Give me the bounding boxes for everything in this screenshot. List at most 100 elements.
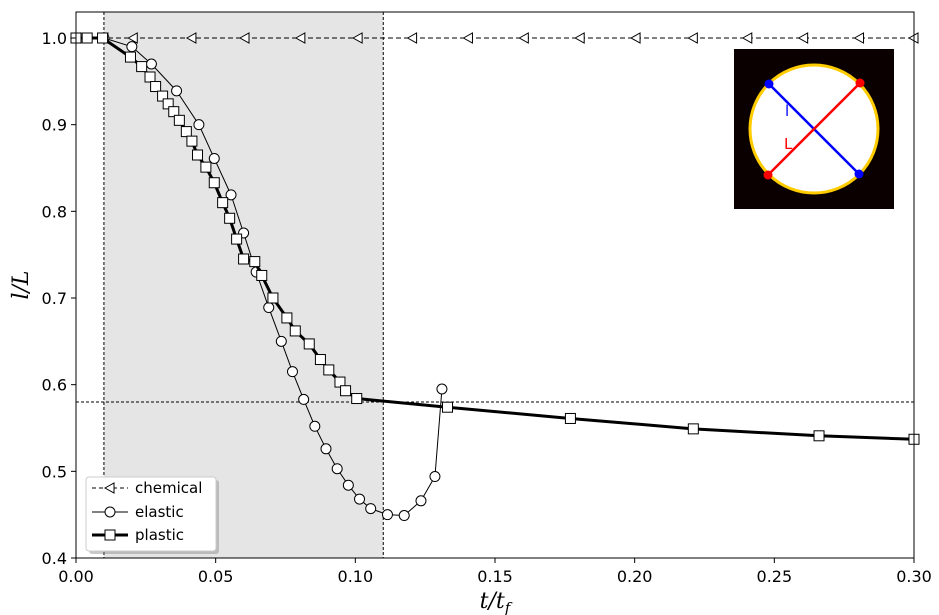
legend-label-chemical: chemical	[135, 479, 202, 497]
inset-label-L: L	[784, 135, 793, 153]
point-chemical-5	[294, 32, 306, 44]
point-plastic-11	[180, 126, 192, 138]
point-elastic-21	[398, 510, 410, 522]
y-tick-label: 0.8	[42, 202, 67, 221]
point-elastic-3	[145, 58, 157, 70]
point-elastic-4	[171, 85, 183, 97]
point-chemical-14	[797, 32, 809, 44]
point-plastic-19	[238, 253, 250, 265]
point-plastic-17	[224, 212, 236, 224]
point-elastic-13	[298, 393, 310, 405]
point-elastic-18	[354, 493, 366, 505]
reference-lines	[76, 12, 914, 558]
inset-long-axis	[767, 82, 861, 176]
series-layer	[69, 32, 920, 522]
point-plastic-9	[168, 106, 180, 118]
point-elastic-7	[225, 189, 237, 201]
point-chemical-9	[518, 32, 529, 44]
y-tick-label: 0.5	[42, 462, 67, 481]
point-plastic-4	[136, 61, 148, 73]
point-plastic-34	[813, 430, 825, 442]
point-chemical-7	[406, 32, 418, 44]
point-plastic-15	[208, 177, 220, 189]
point-plastic-33	[687, 423, 699, 435]
x-axis-ticks: 0.00 0.05 0.10 0.15 0.20 0.25 0.30	[58, 558, 932, 586]
point-elastic-17	[342, 479, 354, 491]
legend-box	[85, 476, 217, 552]
point-chemical-12	[687, 32, 698, 44]
point-elastic-24	[436, 383, 448, 395]
inset-red-dot-bottom	[763, 170, 773, 180]
point-elastic-19	[365, 503, 377, 515]
y-axis-label: l/L	[9, 270, 34, 299]
inset-image: l L	[734, 49, 894, 209]
point-plastic-2	[97, 32, 109, 44]
legend-marker-circle	[104, 506, 116, 518]
point-plastic-5	[144, 71, 156, 83]
point-chemical-8	[462, 32, 473, 44]
point-elastic-12	[286, 366, 298, 378]
point-plastic-26	[314, 354, 326, 366]
point-plastic-1	[81, 32, 93, 44]
inset-blue-dot-top	[764, 79, 774, 89]
point-plastic-8	[162, 98, 174, 110]
point-chemical-10	[574, 32, 585, 44]
x-tick-label: 0.00	[58, 567, 94, 586]
point-elastic-10	[263, 302, 275, 314]
legend-item-plastic: plastic	[92, 526, 184, 544]
point-plastic-25	[303, 338, 315, 350]
point-chemical-15	[853, 32, 865, 44]
point-chemical-3	[185, 32, 197, 44]
x-tick-label: 0.10	[338, 567, 374, 586]
point-chemical-4	[238, 32, 250, 44]
point-plastic-12	[186, 135, 198, 147]
y-tick-label: 0.7	[42, 289, 67, 308]
point-elastic-16	[331, 463, 343, 475]
point-elastic-20	[381, 509, 393, 521]
y-tick-label: 0.9	[42, 116, 67, 135]
point-plastic-32	[564, 412, 576, 424]
point-plastic-6	[150, 81, 162, 93]
point-plastic-20	[249, 256, 261, 268]
point-elastic-22	[415, 495, 427, 507]
point-plastic-24	[289, 325, 301, 337]
point-plastic-23	[281, 312, 293, 324]
point-chemical-13	[741, 32, 753, 44]
point-elastic-23	[429, 471, 441, 483]
point-plastic-21	[256, 269, 268, 281]
legend-label-plastic: plastic	[135, 526, 184, 544]
point-plastic-7	[157, 90, 169, 102]
series-chemical	[69, 32, 919, 44]
legend-marker-triangle	[103, 482, 115, 494]
point-plastic-18	[231, 233, 243, 245]
point-plastic-10	[173, 114, 185, 126]
shaded-region	[103, 12, 384, 558]
point-plastic-16	[217, 197, 229, 209]
y-tick-label: 1.0	[42, 29, 67, 48]
point-chemical-11	[630, 32, 641, 44]
point-elastic-2	[126, 41, 138, 53]
x-tick-label: 0.30	[896, 567, 932, 586]
legend-item-chemical: chemical	[92, 479, 202, 497]
point-plastic-27	[323, 364, 335, 376]
point-plastic-22	[267, 292, 279, 304]
point-plastic-29	[340, 385, 352, 397]
point-elastic-11	[275, 335, 287, 347]
legend-label-elastic: elastic	[135, 503, 184, 521]
inset-blue-dot-bottom	[854, 169, 864, 179]
x-tick-label: 0.15	[477, 567, 513, 586]
point-plastic-30	[351, 393, 363, 405]
point-elastic-6	[208, 152, 220, 164]
inset-red-dot-top	[855, 78, 865, 88]
point-elastic-5	[193, 119, 205, 131]
point-plastic-31	[442, 401, 454, 413]
point-plastic-3	[124, 51, 136, 63]
x-tick-label: 0.25	[757, 567, 793, 586]
legend-item-elastic: elastic	[92, 503, 184, 521]
x-tick-label: 0.05	[198, 567, 234, 586]
y-tick-label: 0.6	[42, 376, 67, 395]
y-axis-ticks: 0.4 0.5 0.6 0.7 0.8 0.9 1.0	[42, 29, 76, 568]
point-chemical-2	[127, 32, 138, 44]
point-plastic-13	[192, 149, 204, 161]
